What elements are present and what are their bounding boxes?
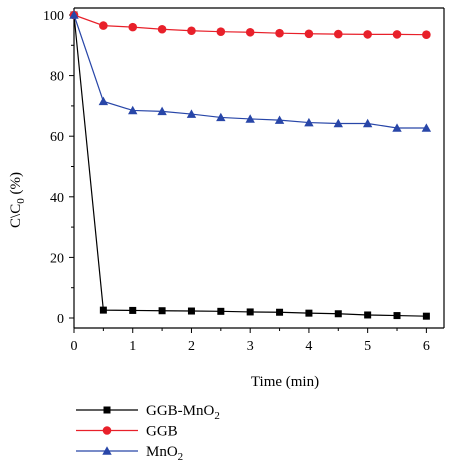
series-line — [73, 14, 427, 317]
y-axis-label-sub: 0 — [15, 198, 27, 204]
y-tick-label: 100 — [43, 9, 64, 24]
data-point — [393, 312, 401, 320]
y-tick-label: 80 — [50, 70, 64, 85]
x-tick-label: 2 — [188, 339, 195, 354]
y-tick-label: 20 — [50, 251, 64, 266]
y-tick-label: 40 — [50, 191, 64, 206]
y-tick-label: 0 — [57, 312, 64, 327]
series-layer — [69, 10, 432, 320]
data-point — [102, 446, 112, 455]
data-point — [362, 118, 373, 128]
data-point — [157, 24, 167, 34]
data-point — [421, 123, 432, 132]
data-point — [304, 29, 314, 39]
data-point — [333, 29, 343, 39]
legend-label: GGB-MnO2 — [146, 403, 220, 422]
data-point — [274, 115, 285, 124]
data-point — [128, 22, 138, 32]
data-point — [103, 406, 111, 414]
series-ggb-mno2 — [70, 11, 430, 320]
x-tick-label: 0 — [71, 339, 78, 354]
plot-frame — [73, 7, 445, 329]
x-tick-label: 4 — [305, 339, 312, 354]
data-point — [392, 30, 402, 39]
data-point — [305, 309, 313, 317]
legend-item: GGB — [76, 424, 178, 440]
x-tick-label: 3 — [247, 339, 254, 354]
data-point — [392, 123, 402, 132]
data-point — [129, 306, 137, 314]
y-axis-label-main: C\C — [8, 204, 24, 228]
data-point — [422, 30, 431, 39]
data-point — [334, 310, 342, 318]
data-point — [363, 30, 372, 39]
data-point — [187, 307, 195, 315]
x-tick-label: 6 — [423, 339, 430, 354]
data-point — [128, 105, 138, 115]
legend-label: MnO2 — [146, 444, 183, 463]
data-point — [69, 10, 79, 19]
data-point — [304, 117, 314, 127]
series-ggb — [69, 10, 431, 39]
legend: GGB-MnO2 GGB MnO2 — [76, 403, 220, 463]
data-point — [276, 308, 284, 316]
data-point — [275, 28, 284, 38]
y-axis-label: C\C0 (%) — [8, 172, 27, 228]
data-point — [98, 96, 109, 106]
data-point — [99, 306, 107, 314]
data-point — [216, 27, 226, 36]
data-point — [246, 308, 254, 316]
data-point — [187, 26, 196, 36]
data-point — [99, 21, 108, 30]
x-tick-label: 5 — [364, 339, 371, 354]
data-point — [158, 307, 166, 315]
legend-item: GGB-MnO2 — [76, 403, 220, 422]
data-point — [245, 27, 255, 37]
y-axis: 0 20 40 60 80 100 — [43, 9, 74, 327]
data-point — [333, 118, 343, 128]
x-tick-label: 1 — [129, 339, 136, 354]
data-point — [422, 312, 430, 320]
data-point — [216, 112, 226, 122]
x-axis-label: Time (min) — [251, 374, 319, 390]
data-point — [186, 109, 197, 118]
legend-label: GGB — [146, 424, 178, 440]
data-point — [364, 311, 372, 319]
data-point — [157, 106, 167, 116]
legend-item: MnO2 — [76, 444, 183, 463]
data-point — [217, 307, 225, 315]
data-point — [245, 114, 255, 123]
y-axis-label-unit: (%) — [8, 172, 24, 198]
data-point — [102, 426, 112, 435]
x-axis: 0 1 2 3 4 5 6 — [71, 328, 430, 354]
series-mno2 — [69, 10, 432, 132]
y-tick-label: 60 — [50, 130, 64, 145]
